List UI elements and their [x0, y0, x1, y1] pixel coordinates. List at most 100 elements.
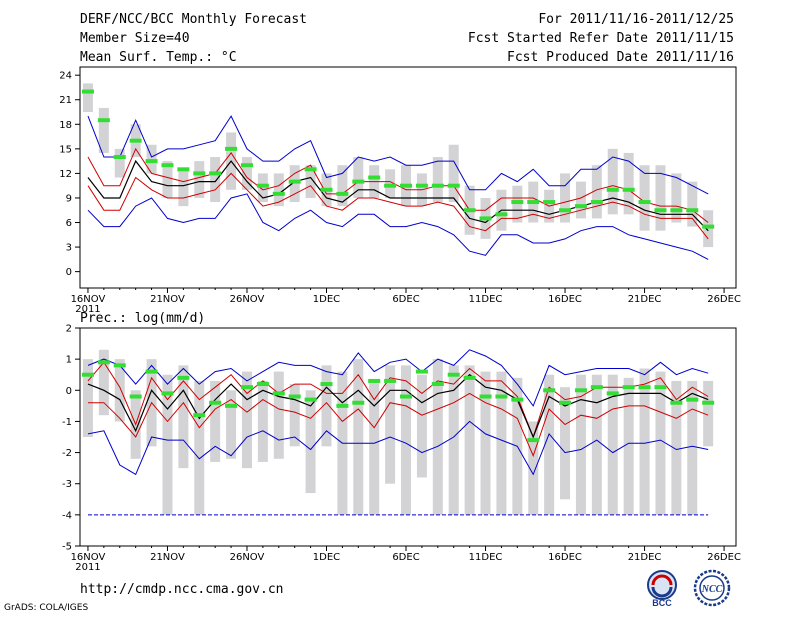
panel2-ensemble-mean-17	[336, 403, 349, 408]
panel2-ensemble-mean-23	[431, 382, 444, 387]
panel1-range-box-14	[289, 165, 300, 203]
panel1-line-min	[87, 193, 709, 260]
panel2-ensemble-mean-29	[527, 438, 540, 443]
panel1-ensemble-mean-23	[431, 183, 444, 188]
panel2-ensemble-mean-32	[574, 388, 587, 393]
panel1-range-box-18	[353, 157, 364, 198]
panel1-line-max	[87, 115, 709, 195]
panel1-ensemble-mean-12	[256, 183, 269, 188]
panel2-ensemble-mean-25	[463, 375, 476, 380]
panel2-range-box-30	[544, 374, 555, 515]
panel2-range-box-3	[114, 359, 125, 422]
panel2-range-box-23	[432, 359, 443, 515]
panel2-range-box-9	[210, 380, 221, 462]
panel2-xtick-label-9: 26DEC	[707, 552, 741, 563]
panel1-range-box-33	[591, 165, 602, 219]
panel2-ensemble-mean-35	[622, 385, 635, 390]
panel2-range-box-10	[226, 390, 237, 459]
panel2-range-box-37	[655, 371, 666, 515]
panel2-ensemble-mean-4	[129, 394, 142, 399]
panel1-ensemble-mean-25	[463, 208, 476, 213]
panel2-range-box-24	[448, 365, 459, 515]
panel1-range-box-1	[82, 83, 93, 113]
member-size: Member Size=40	[80, 31, 190, 46]
panel1-ytick-label-8: 21	[59, 95, 72, 106]
panel1-ensemble-mean-6	[161, 163, 174, 168]
panel1-ensemble-mean-30	[543, 200, 556, 205]
panel1-ensemble-mean-19	[368, 175, 381, 180]
panel1-ytick-label-4: 9	[66, 193, 72, 204]
panel2-ensemble-mean-9	[209, 400, 222, 405]
panel1-xtick-label-9: 26DEC	[707, 294, 741, 305]
panel2-ensemble-mean-22	[415, 369, 428, 374]
panel2-range-box-18	[353, 359, 364, 515]
panel2-range-box-2	[98, 349, 109, 416]
panel2-ytick-label-3: -3	[62, 479, 72, 490]
panel2-ensemble-mean-12	[256, 382, 269, 387]
panel2-ensemble-mean-14	[288, 394, 301, 399]
panel1-line-p25	[87, 172, 709, 240]
panel1-range-box-2	[98, 107, 109, 153]
panel1-range-box-13	[273, 173, 284, 207]
panel2-ensemble-mean-34	[606, 391, 619, 396]
panel1-ensemble-mean-17	[336, 191, 349, 196]
panel2-xtick-label-5: 6DEC	[392, 552, 419, 563]
panel2-frame	[79, 327, 737, 547]
panel2-range-box-15	[305, 390, 316, 494]
panel1-range-box-40	[703, 210, 714, 248]
panel2-xtick-label-8: 21DEC	[628, 552, 662, 563]
panel1-range-box-24	[448, 144, 459, 203]
panel2-range-box-31	[560, 387, 571, 500]
panel2-ensemble-mean-19	[368, 378, 381, 383]
panel1-ensemble-mean-28	[511, 200, 524, 205]
panel2-ensemble-mean-7	[177, 375, 190, 380]
panel1-ensemble-mean-14	[288, 179, 301, 184]
forecast-period: For 2011/11/16-2011/12/25	[538, 12, 734, 27]
panel2-xtick-year: 2011	[75, 562, 100, 573]
panel1-ensemble-mean-8	[193, 171, 206, 176]
produced-date: Fcst Produced Date 2011/11/16	[507, 50, 734, 65]
panel1-ensemble-mean-9	[209, 171, 222, 176]
panel1-xtick-label-1: 16NOV	[71, 294, 106, 305]
panel1-ensemble-mean-36	[638, 200, 651, 205]
panel1-ensemble-mean-1	[81, 89, 94, 94]
panel1-ensemble-mean-29	[527, 200, 540, 205]
panel2-range-box-1	[82, 359, 93, 437]
panel2-range-box-33	[591, 374, 602, 515]
panel1-ytick-label-3: 6	[66, 218, 72, 229]
panel1-range-box-34	[607, 148, 618, 215]
panel2-line-p25	[88, 392, 709, 458]
panel2-range-box-8	[194, 380, 205, 515]
source-url[interactable]: http://cmdp.ncc.cma.gov.cn	[80, 582, 284, 597]
panel1-range-box-15	[305, 165, 316, 198]
panel1-range-box-37	[655, 165, 666, 231]
panel2-range-box-16	[321, 365, 332, 447]
panel2-ensemble-mean-21	[400, 394, 413, 399]
panel2-ensemble-mean-2	[97, 360, 110, 365]
panel2-ensemble-mean-37	[654, 385, 667, 390]
panel2-range-box-6	[162, 374, 173, 515]
panel2-range-box-25	[464, 365, 475, 515]
panel2-ensemble-mean-27	[495, 394, 508, 399]
panel2-ensemble-mean-5	[145, 369, 158, 374]
panel1-range-box-17	[337, 165, 348, 207]
panel2-line-min	[87, 420, 709, 476]
panel1-ytick-label-5: 12	[59, 169, 72, 180]
panel2-range-box-40	[703, 380, 714, 447]
panel1-line-median	[87, 159, 709, 232]
panel2-ytick-label-1: -5	[62, 542, 72, 553]
panel1-range-box-32	[575, 181, 586, 219]
panel1-xtick-year: 2011	[75, 304, 100, 315]
panel1-ensemble-mean-16	[320, 187, 333, 192]
panel1-ensemble-mean-35	[622, 187, 635, 192]
panel2-ensemble-mean-3	[113, 363, 126, 368]
panel2-range-box-19	[369, 380, 380, 515]
panel1-ensemble-mean-31	[559, 208, 572, 213]
panel2-range-box-22	[416, 374, 427, 478]
panel2-xtick-label-3: 26NOV	[230, 552, 265, 563]
panel1-ensemble-mean-34	[606, 187, 619, 192]
panel1-range-box-5	[146, 144, 157, 174]
panel1-ensemble-mean-38	[670, 208, 683, 213]
panel1-range-box-35	[623, 152, 634, 215]
panel2-ensemble-mean-36	[638, 385, 651, 390]
